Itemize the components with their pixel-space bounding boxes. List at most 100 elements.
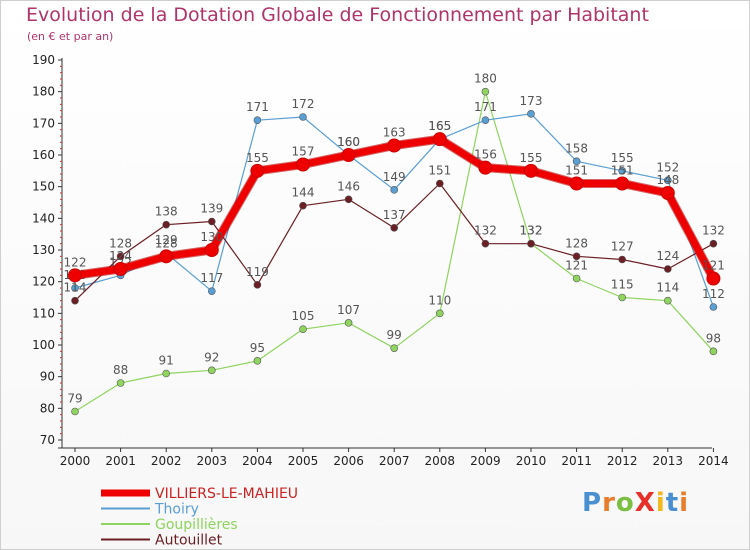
logo-letter: t <box>665 488 680 518</box>
y-tick-label: 130 <box>32 243 55 257</box>
data-label-villiers-le-mahieu: 155 <box>520 151 543 165</box>
data-label-villiers-le-mahieu: 160 <box>337 135 360 149</box>
x-tick-label: 2014 <box>698 454 729 468</box>
data-label-thoiry: 112 <box>702 287 725 301</box>
data-label-goupillieres: 110 <box>428 293 451 307</box>
data-point-thoiry <box>572 157 581 166</box>
data-point-autouillet <box>299 201 307 210</box>
y-tick-label: 90 <box>40 370 55 384</box>
data-label-autouillet: 132 <box>520 224 543 238</box>
data-label-villiers-le-mahieu: 121 <box>702 259 725 273</box>
data-point-villiers-le-mahieu <box>341 148 356 162</box>
logo-letter: r <box>602 488 616 518</box>
x-tick-label: 2000 <box>60 454 91 468</box>
data-point-autouillet <box>572 252 581 261</box>
data-point-autouillet <box>162 220 170 229</box>
data-point-goupillieres <box>481 87 490 96</box>
data-point-villiers-le-mahieu <box>159 249 174 264</box>
data-label-thoiry: 171 <box>246 100 269 114</box>
data-label-goupillieres: 105 <box>292 309 315 323</box>
data-label-autouillet: 132 <box>702 224 725 238</box>
x-tick-label: 2004 <box>242 454 273 468</box>
x-tick-label: 2011 <box>561 454 592 468</box>
data-label-autouillet: 128 <box>565 236 588 250</box>
y-tick-label: 160 <box>32 148 55 162</box>
data-point-autouillet <box>344 195 353 204</box>
data-point-autouillet <box>527 239 535 248</box>
data-point-autouillet <box>618 255 627 264</box>
x-tick-label: 2001 <box>105 454 136 468</box>
data-label-autouillet: 124 <box>656 249 679 263</box>
y-tick-label: 100 <box>32 338 55 352</box>
x-tick-label: 2006 <box>333 454 364 468</box>
data-point-villiers-le-mahieu <box>432 132 447 147</box>
x-tick-label: 2007 <box>379 454 410 468</box>
data-label-villiers-le-mahieu: 165 <box>428 119 451 133</box>
data-point-autouillet <box>435 179 444 188</box>
data-label-goupillieres: 114 <box>656 281 679 295</box>
data-point-thoiry <box>618 167 627 175</box>
data-point-goupillieres <box>618 293 627 302</box>
data-point-villiers-le-mahieu <box>113 262 128 276</box>
data-point-autouillet <box>71 296 79 305</box>
data-point-thoiry <box>208 287 216 295</box>
y-tick-label: 70 <box>40 433 55 447</box>
data-point-goupillieres <box>390 344 399 352</box>
data-point-autouillet <box>390 224 399 232</box>
x-tick-label: 2010 <box>516 454 547 468</box>
x-tick-label: 2002 <box>151 454 182 468</box>
data-point-villiers-le-mahieu <box>387 138 402 153</box>
data-point-thoiry <box>253 116 262 124</box>
data-label-autouillet: 132 <box>474 224 497 238</box>
data-label-thoiry: 171 <box>474 100 497 114</box>
logo-letter: o <box>615 488 635 518</box>
data-point-autouillet <box>481 239 490 248</box>
data-label-autouillet: 146 <box>337 179 360 193</box>
y-tick-label: 190 <box>32 53 55 67</box>
data-label-thoiry: 117 <box>200 271 223 285</box>
x-tick-label: 2013 <box>653 454 684 468</box>
data-point-villiers-le-mahieu <box>569 176 584 191</box>
data-label-thoiry: 165 <box>428 119 451 133</box>
data-label-goupillieres: 91 <box>159 354 174 368</box>
data-label-villiers-le-mahieu: 156 <box>474 148 497 162</box>
data-label-autouillet: 119 <box>246 265 269 279</box>
data-point-thoiry <box>71 284 79 292</box>
data-point-thoiry <box>390 186 399 194</box>
data-label-thoiry: 129 <box>155 233 178 247</box>
data-point-autouillet <box>663 265 672 273</box>
data-label-villiers-le-mahieu: 151 <box>611 164 634 178</box>
data-label-goupillieres: 121 <box>565 259 588 273</box>
y-tick-label: 110 <box>32 306 55 320</box>
data-label-goupillieres: 79 <box>67 392 82 406</box>
data-label-autouillet: 114 <box>64 281 87 295</box>
x-tick-label: 2003 <box>197 454 228 468</box>
x-tick-label: 2012 <box>607 454 638 468</box>
data-label-thoiry: 160 <box>337 135 360 149</box>
logo-letter: X <box>634 488 656 518</box>
data-point-villiers-le-mahieu <box>706 271 721 286</box>
legend-label-thoiry: Thoiry <box>154 502 199 518</box>
data-point-goupillieres <box>299 325 307 333</box>
legend-label-autouillet: Autouillet <box>155 533 223 549</box>
data-label-thoiry: 158 <box>565 141 588 155</box>
data-point-autouillet <box>709 239 718 248</box>
data-point-thoiry <box>527 110 535 118</box>
data-label-autouillet: 127 <box>611 240 634 254</box>
data-label-autouillet: 137 <box>383 208 406 222</box>
data-point-villiers-le-mahieu <box>524 163 538 178</box>
data-point-goupillieres <box>435 309 444 318</box>
data-label-villiers-le-mahieu: 124 <box>109 249 132 263</box>
data-label-thoiry: 173 <box>520 94 543 108</box>
data-point-goupillieres <box>116 379 125 387</box>
y-tick-label: 120 <box>32 275 55 289</box>
legend-label-goupillieres: Goupillières <box>155 517 238 533</box>
data-label-goupillieres: 180 <box>474 72 497 86</box>
proxiti-logo: ProXiti <box>582 488 689 518</box>
data-label-goupillieres: 99 <box>387 328 402 342</box>
data-point-thoiry <box>299 113 307 121</box>
data-point-goupillieres <box>253 357 262 365</box>
data-label-villiers-le-mahieu: 163 <box>383 126 406 140</box>
